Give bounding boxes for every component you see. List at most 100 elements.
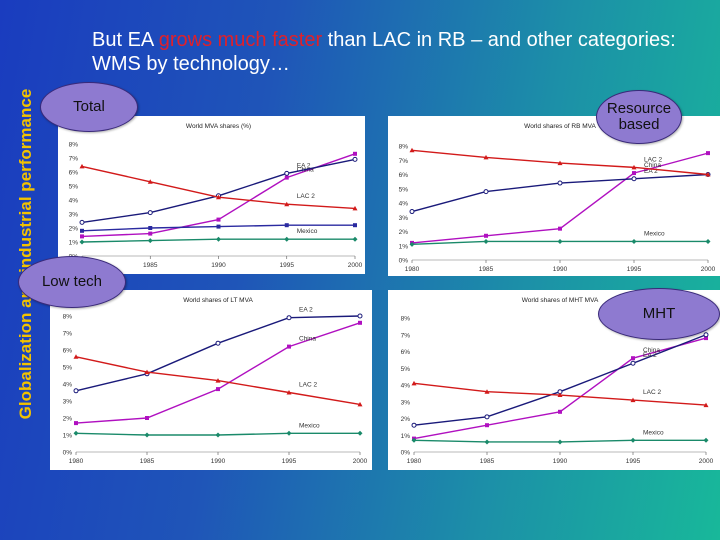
data-point bbox=[145, 416, 149, 420]
x-tick-label: 2000 bbox=[353, 458, 368, 465]
y-tick-label: 8% bbox=[63, 314, 73, 321]
data-point bbox=[409, 241, 415, 247]
heading-highlight: grows much faster bbox=[158, 29, 323, 51]
y-tick-label: 8% bbox=[399, 144, 409, 151]
data-point bbox=[79, 163, 85, 169]
series-label: EA 2 bbox=[644, 168, 658, 175]
y-tick-label: 5% bbox=[69, 184, 79, 191]
series-line bbox=[411, 173, 709, 213]
y-tick-label: 1% bbox=[401, 433, 411, 440]
data-point bbox=[284, 170, 290, 176]
series-label: EA 2 bbox=[297, 162, 311, 169]
data-point bbox=[485, 423, 489, 428]
data-point bbox=[484, 389, 490, 394]
data-point bbox=[79, 239, 85, 245]
y-tick-label: 5% bbox=[399, 186, 409, 193]
y-tick-label: 0% bbox=[399, 258, 409, 265]
series-label: LAC 2 bbox=[299, 382, 317, 389]
data-point bbox=[558, 409, 562, 414]
data-point bbox=[484, 439, 490, 445]
y-tick-label: 3% bbox=[69, 212, 79, 219]
series-label: LAC 2 bbox=[297, 193, 315, 200]
data-point bbox=[357, 401, 363, 407]
data-point bbox=[703, 437, 709, 443]
chart-panel-total: World MVA shares (%)0%1%2%3%4%5%6%7%8%19… bbox=[58, 116, 365, 274]
data-point bbox=[284, 236, 290, 242]
data-point bbox=[215, 340, 221, 346]
x-tick-label: 1990 bbox=[553, 458, 568, 465]
y-tick-label: 3% bbox=[399, 215, 409, 222]
data-point bbox=[632, 171, 636, 176]
data-point bbox=[484, 414, 490, 420]
y-tick-label: 6% bbox=[401, 349, 411, 356]
data-point bbox=[630, 360, 636, 366]
data-point bbox=[216, 217, 221, 222]
data-point bbox=[147, 179, 153, 184]
data-point bbox=[631, 356, 635, 361]
x-tick-label: 1995 bbox=[627, 266, 642, 273]
data-point bbox=[409, 209, 415, 215]
series-label: Mexico bbox=[297, 228, 318, 235]
data-point bbox=[80, 234, 84, 239]
series-label: China bbox=[643, 347, 660, 354]
data-point bbox=[74, 421, 78, 426]
data-point bbox=[630, 437, 636, 443]
data-point bbox=[79, 219, 85, 225]
data-point bbox=[216, 236, 221, 242]
data-point bbox=[216, 194, 221, 200]
y-tick-label: 3% bbox=[401, 399, 411, 406]
data-point bbox=[557, 392, 563, 398]
slide-heading: But EA grows much faster than LAC in RB … bbox=[92, 28, 702, 76]
x-tick-label: 2000 bbox=[699, 458, 714, 465]
y-tick-label: 7% bbox=[401, 332, 411, 339]
x-tick-label: 1985 bbox=[140, 458, 155, 465]
data-point bbox=[144, 432, 150, 438]
series-line bbox=[81, 158, 356, 224]
data-point bbox=[631, 238, 637, 244]
series-label: EA 2 bbox=[299, 307, 313, 314]
y-tick-label: 2% bbox=[69, 226, 79, 233]
series-line bbox=[81, 165, 356, 210]
series-label: EA 2 bbox=[643, 352, 657, 359]
y-tick-label: 2% bbox=[401, 416, 411, 423]
label-low-tech: Low tech bbox=[18, 256, 126, 308]
y-tick-label: 1% bbox=[69, 240, 79, 247]
data-point bbox=[286, 430, 292, 436]
x-tick-label: 1980 bbox=[405, 266, 420, 273]
data-point bbox=[284, 223, 289, 228]
series-label: LAC 2 bbox=[643, 389, 661, 396]
y-tick-label: 2% bbox=[63, 416, 73, 423]
data-point bbox=[557, 180, 563, 186]
data-point bbox=[284, 201, 290, 207]
chart-mht: World shares of MHT MVA 0% 1% 2% 3% 4% 5% 6% 7% 8… bbox=[401, 297, 714, 465]
x-tick-label: 1985 bbox=[480, 458, 495, 465]
x-tick-label: 1995 bbox=[280, 262, 295, 269]
data-point bbox=[284, 175, 289, 180]
data-point bbox=[411, 380, 417, 386]
data-point bbox=[147, 238, 153, 244]
data-point bbox=[80, 228, 84, 233]
label-total: Total bbox=[40, 82, 138, 132]
chart-lt: World shares of LT MVA 0% 1% 2% 3% 4% 5% 6% 7% 8%… bbox=[63, 297, 368, 465]
x-tick-label: 1990 bbox=[211, 458, 226, 465]
series-label: China bbox=[299, 336, 316, 343]
heading-part1: But EA bbox=[92, 29, 159, 51]
series-line bbox=[75, 322, 361, 424]
x-tick-label: 1985 bbox=[479, 266, 494, 273]
data-point bbox=[631, 164, 637, 170]
y-tick-label: 2% bbox=[399, 229, 409, 236]
y-tick-label: 7% bbox=[69, 156, 79, 163]
y-tick-label: 4% bbox=[69, 198, 79, 205]
data-point bbox=[557, 160, 563, 166]
y-tick-label: 7% bbox=[399, 158, 409, 165]
x-tick-label: 1980 bbox=[69, 458, 84, 465]
data-point bbox=[215, 378, 221, 383]
data-point bbox=[147, 210, 153, 216]
data-point bbox=[557, 238, 563, 244]
data-point bbox=[630, 397, 636, 403]
data-point bbox=[409, 147, 415, 153]
side-title: Globalization and industrial performance bbox=[16, 88, 35, 420]
y-tick-label: 0% bbox=[401, 450, 411, 457]
data-point bbox=[484, 233, 488, 238]
y-tick-label: 5% bbox=[401, 366, 411, 373]
